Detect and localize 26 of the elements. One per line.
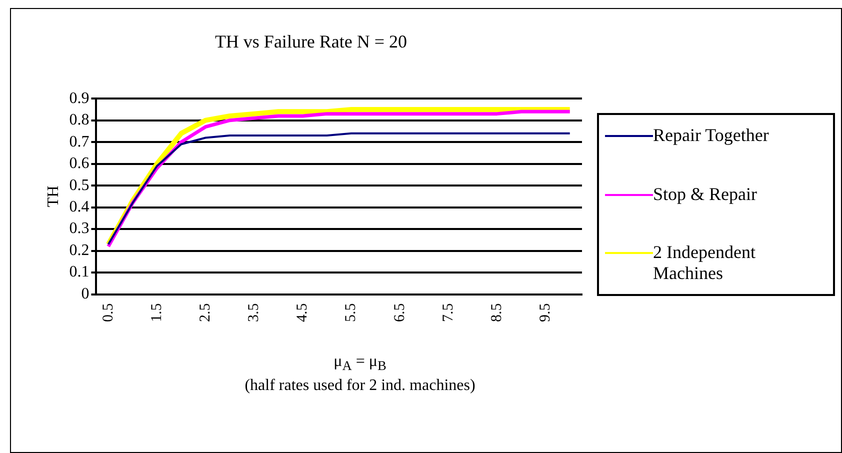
y-tick-label: 0.8: [69, 112, 90, 129]
x-axis-title: μ$_{A}$ = μ$_{B}$ (half rates used for 2 ind. machines): [244, 352, 476, 396]
y-tick-label: 0.6: [69, 155, 90, 172]
legend-label: Repair Together: [653, 125, 769, 146]
chart-title: TH vs Failure Rate N = 20: [214, 32, 408, 52]
x-tick-label: 8.5: [488, 303, 505, 322]
legend-label: Stop & Repair: [653, 184, 757, 204]
x-tick-label: 9.5: [538, 303, 554, 322]
y-tick-label: 0.3: [69, 220, 90, 238]
x-tick-label: 0.5: [100, 303, 116, 322]
x-tick-label: 2.5: [197, 303, 214, 322]
y-axis-title: TH: [44, 185, 62, 208]
y-tick-label: 0.5: [69, 176, 90, 194]
x-tick-label: 4.5: [294, 303, 311, 322]
y-tick-label: 0.4: [69, 198, 90, 216]
y-tick-label: 0.2: [69, 242, 90, 259]
y-tick-label: 0.7: [69, 133, 90, 150]
y-tick-label: 0.9: [69, 90, 90, 107]
legend-label: 2 Independent Machines: [653, 242, 756, 284]
x-tick-label: 3.5: [246, 303, 262, 322]
x-tick-label: 5.5: [343, 303, 360, 322]
y-tick-label: 0: [81, 285, 90, 302]
y-tick-label: 0.1: [69, 264, 90, 281]
x-tick-label: 7.5: [440, 303, 456, 322]
x-tick-label: 6.5: [392, 303, 408, 322]
x-tick-label: 1.5: [148, 303, 165, 322]
